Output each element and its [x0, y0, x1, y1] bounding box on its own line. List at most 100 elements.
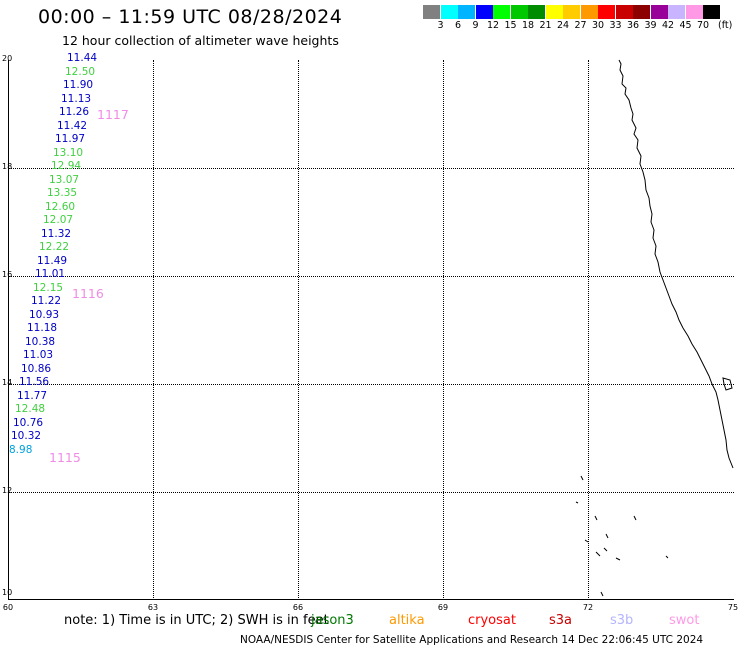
wave-height-value: 13.10 — [53, 146, 84, 159]
satellite-legend-item: altika — [389, 613, 425, 628]
color-scale-tick: 15 — [504, 20, 517, 31]
color-scale-tick: 70 — [696, 20, 710, 31]
latitude-tick-label: 18 — [2, 162, 13, 171]
wave-height-value: 13.07 — [49, 173, 80, 186]
longitude-tick-label: 60 — [2, 603, 14, 612]
map-subtitle: 12 hour collection of altimeter wave hei… — [62, 33, 339, 48]
color-scale-tick: 12 — [486, 20, 500, 31]
footer-credit: NOAA/NESDIS Center for Satellite Applica… — [240, 634, 704, 646]
color-swatch — [423, 5, 440, 19]
wave-height-value: 11.32 — [41, 227, 72, 240]
wave-height-value: 12.48 — [15, 403, 46, 415]
wave-height-value: 11.13 — [61, 92, 92, 105]
satellite-legend-item: s3b — [610, 613, 634, 628]
wave-height-value: 12.60 — [45, 200, 76, 213]
color-scale-tick: 42 — [661, 20, 675, 31]
color-swatch — [545, 5, 563, 19]
wave-height-value: 11.44 — [67, 52, 98, 64]
latitude-gridline — [8, 384, 734, 385]
wave-height-value: 10.32 — [11, 430, 42, 442]
color-scale-unit: (ft) — [718, 20, 733, 31]
wave-height-value: 11.22 — [31, 295, 62, 307]
wave-height-value: 11.03 — [23, 349, 54, 361]
color-scale-tick: 45 — [679, 20, 692, 31]
longitude-tick-label: 75 — [727, 603, 739, 612]
color-scale-tick: 21 — [539, 20, 552, 31]
color-swatch — [598, 5, 615, 19]
wave-height-value: 13.35 — [47, 187, 78, 199]
color-scale-tick: 33 — [609, 20, 622, 31]
color-scale-tick: 18 — [521, 20, 535, 31]
longitude-gridline — [298, 60, 299, 600]
longitude-tick-label: 69 — [437, 603, 449, 612]
color-swatch — [633, 5, 650, 19]
orbit-number: 1116 — [72, 286, 104, 301]
legend-note: note: 1) Time is in UTC; 2) SWH is in fe… — [64, 613, 329, 628]
wave-height-value: 12.07 — [43, 214, 74, 226]
color-swatch — [510, 5, 528, 19]
satellite-legend-item: s3a — [549, 613, 573, 628]
color-scale-tick: 36 — [626, 20, 640, 31]
latitude-tick-label: 14 — [2, 378, 13, 387]
wave-height-value: 11.01 — [35, 268, 66, 280]
map-title: 00:00 – 11:59 UTC 08/28/2024 — [38, 6, 343, 28]
color-swatch — [580, 5, 598, 19]
satellite-legend-item: swot — [669, 613, 700, 628]
wave-height-value: 10.93 — [29, 308, 60, 321]
longitude-tick-label: 66 — [292, 603, 304, 612]
latitude-tick-label: 12 — [2, 486, 13, 495]
color-scale-tick: 27 — [574, 20, 587, 31]
wave-height-value: 11.90 — [63, 79, 94, 91]
longitude-gridline — [153, 60, 154, 600]
wave-height-value: 10.86 — [21, 362, 52, 375]
color-swatch — [650, 5, 668, 19]
color-scale-tick: 6 — [454, 20, 462, 31]
longitude-tick-label: 63 — [147, 603, 159, 612]
wave-height-value: 11.77 — [17, 389, 48, 402]
latitude-gridline — [8, 276, 734, 277]
coastline-islet — [722, 377, 733, 391]
wave-height-value: 10.76 — [13, 416, 44, 429]
color-swatch — [528, 5, 545, 19]
color-scale-tick: 30 — [591, 20, 605, 31]
orbit-number: 1115 — [49, 450, 81, 465]
wave-height-value: 12.22 — [39, 241, 70, 253]
wave-height-value: 11.56 — [19, 376, 50, 388]
satellite-legend-item: jason3 — [311, 613, 354, 628]
color-scale-tick: 9 — [472, 20, 479, 31]
color-scale-tick: 3 — [437, 20, 444, 31]
color-scale-tick: 39 — [644, 20, 657, 31]
latitude-gridline — [8, 492, 734, 493]
longitude-tick-label: 72 — [582, 603, 594, 612]
color-swatch — [563, 5, 580, 19]
wave-height-value: 12.94 — [51, 160, 82, 172]
color-swatch — [615, 5, 633, 19]
color-swatch — [685, 5, 703, 19]
longitude-gridline — [588, 60, 589, 600]
latitude-tick-label: 10 — [2, 588, 13, 597]
orbit-number: 1117 — [97, 107, 129, 122]
wave-height-value: 11.26 — [59, 106, 90, 118]
color-swatch — [440, 5, 458, 19]
latitude-gridline — [8, 168, 734, 169]
color-scale-tick: 24 — [556, 20, 570, 31]
coastline-main — [618, 59, 734, 469]
wave-height-value: 11.97 — [55, 133, 86, 145]
wave-height-value: 11.49 — [37, 254, 68, 267]
longitude-gridline — [443, 60, 444, 600]
latitude-tick-label: 20 — [2, 54, 13, 63]
wave-height-value: 8.98 — [9, 443, 33, 456]
coastline-islets-south — [575, 475, 669, 597]
color-swatch — [493, 5, 510, 19]
wave-height-value: 12.15 — [33, 281, 64, 294]
color-swatch — [475, 5, 493, 19]
wave-height-value: 12.50 — [65, 65, 96, 78]
map-plot-area — [8, 60, 734, 600]
wave-height-value: 11.42 — [57, 119, 88, 132]
color-swatch — [668, 5, 685, 19]
wave-height-value: 11.18 — [27, 322, 58, 334]
color-swatch — [458, 5, 475, 19]
latitude-tick-label: 16 — [2, 270, 13, 279]
wave-height-value: 10.38 — [25, 335, 56, 348]
